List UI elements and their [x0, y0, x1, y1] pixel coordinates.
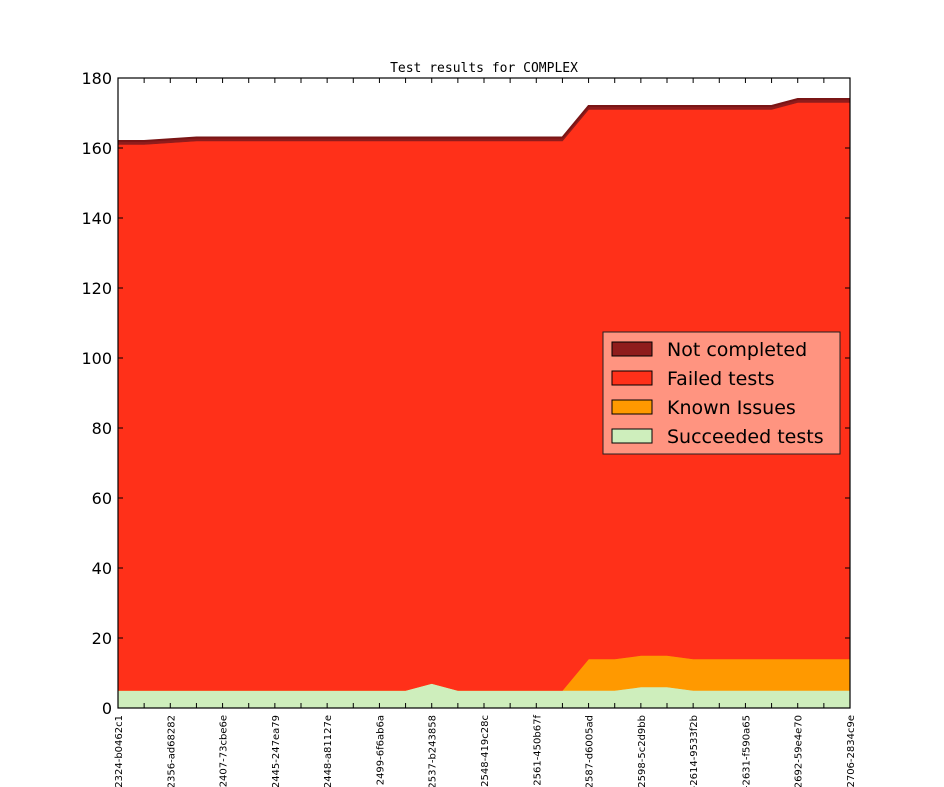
y-tick-label: 160 — [81, 139, 112, 158]
x-tick-label: 2561-450b67f — [532, 715, 543, 786]
y-tick-label: 20 — [92, 629, 112, 648]
x-tick-label: 2445-247ea79 — [271, 715, 282, 787]
x-tick-label: 2706-2834c9e — [846, 715, 857, 787]
y-axis: 0 20 40 60 80 100 120 140 160 180 — [81, 69, 850, 718]
y-tick-label: 140 — [81, 209, 112, 228]
x-tick-label: 2356-ad68282 — [166, 715, 177, 787]
legend-swatch — [611, 399, 653, 415]
line-not-completed — [118, 98, 850, 142]
x-tick-label: -2631-f590a65 — [741, 715, 752, 787]
x-tick-label: 2548-419c28c — [480, 715, 491, 787]
x-tick-label: 2537-b243858 — [428, 715, 439, 787]
chart-title: Test results for COMPLEX — [390, 61, 578, 76]
x-tick-label: 2499-6f6ab6a — [375, 715, 386, 785]
x-tick-label: 2407-73cbe6e — [219, 715, 230, 787]
legend-label: Not completed — [667, 339, 807, 361]
legend: Not completed Failed tests Known Issues Suc… — [602, 331, 841, 455]
x-tick-label: -2614-9533f2b — [689, 715, 700, 787]
legend-label: Failed tests — [667, 368, 775, 390]
y-tick-label: 60 — [92, 489, 112, 508]
x-axis: 2324-b0462c1 2356-ad68282 2407-73cbe6e 2445… — [114, 78, 857, 787]
legend-label: Known Issues — [667, 397, 796, 419]
y-tick-label: 80 — [92, 419, 112, 438]
y-tick-label: 100 — [81, 349, 112, 368]
series-edge-lines — [118, 98, 850, 142]
area-series-group — [117, 98, 851, 709]
y-tick-label: 40 — [92, 559, 112, 578]
legend-swatch — [611, 370, 653, 386]
legend-label: Succeeded tests — [667, 426, 824, 448]
x-tick-label: 2692-59e4e70 — [794, 715, 805, 787]
y-tick-label: 180 — [81, 69, 112, 88]
x-tick-label: 2587-d6005ad — [585, 715, 596, 787]
y-tick-label: 0 — [102, 699, 112, 718]
legend-swatch — [611, 341, 653, 357]
x-tick-label: 2448-a81127e — [323, 715, 334, 787]
legend-item-failed-tests: Failed tests — [611, 368, 775, 390]
x-tick-label: 2324-b0462c1 — [114, 715, 125, 787]
x-tick-label: 2598-5c2d9bb — [637, 715, 648, 787]
y-tick-label: 120 — [81, 279, 112, 298]
legend-item-not-completed: Not completed — [611, 339, 807, 361]
legend-item-known-issues: Known Issues — [611, 397, 796, 419]
legend-item-succeeded-tests: Succeeded tests — [611, 426, 824, 448]
legend-swatch — [611, 428, 653, 444]
